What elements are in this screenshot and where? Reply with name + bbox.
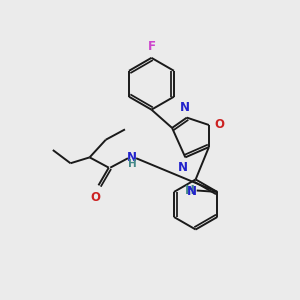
Text: H: H bbox=[185, 184, 195, 197]
Text: N: N bbox=[187, 184, 197, 198]
Text: N: N bbox=[177, 161, 188, 174]
Text: O: O bbox=[91, 191, 100, 204]
Text: F: F bbox=[148, 40, 155, 52]
Text: O: O bbox=[214, 118, 224, 131]
Text: H: H bbox=[128, 158, 137, 169]
Text: N: N bbox=[180, 101, 190, 114]
Text: N: N bbox=[127, 151, 137, 164]
